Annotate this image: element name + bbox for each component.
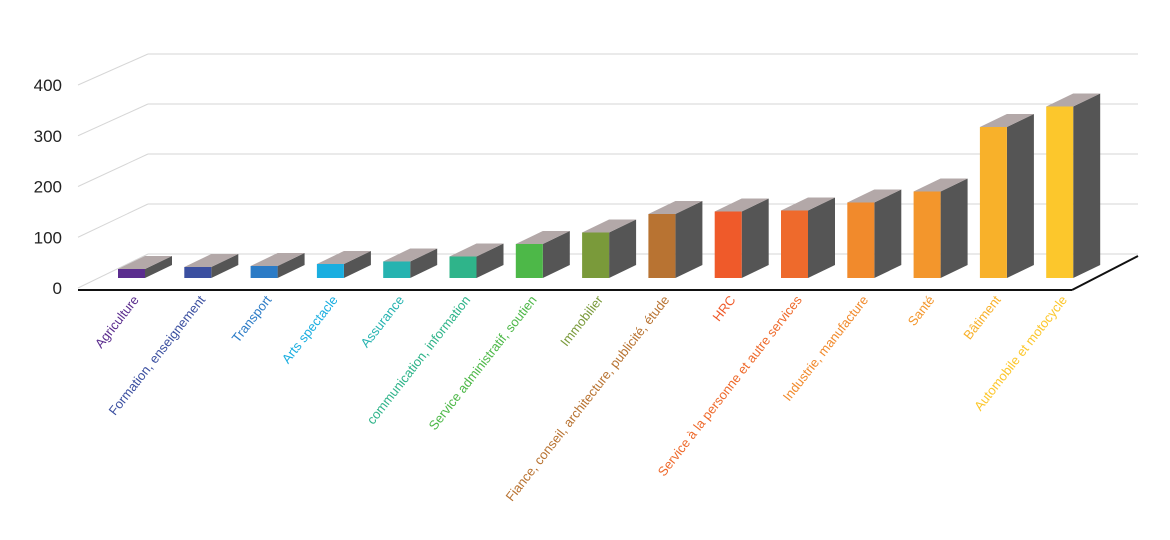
bar [383,248,438,278]
bar-side [277,253,305,278]
y-tick-label: 200 [34,178,62,197]
bar [913,178,968,278]
bar-top [449,243,504,257]
y-tick-label: 100 [34,228,62,247]
bar [515,231,570,278]
bar-side [145,256,172,278]
bar-front [316,264,344,278]
bar-top [184,254,239,267]
bar-front [582,232,610,278]
bar-top [913,178,968,192]
category-label: Arts spectacle [279,293,341,367]
bar-side [675,201,703,278]
bar-side [211,254,239,278]
gridline-diagonal [77,253,149,289]
bar-front [184,267,212,278]
bar-top [847,189,902,203]
category-label: Bâtiment [960,292,1004,342]
bar-top [714,198,769,212]
bar-front [648,214,676,278]
bar-side [1073,93,1101,278]
bar [979,114,1034,278]
bar-front [383,261,411,278]
category-label: HRC [709,293,738,324]
bar-side [343,251,371,278]
bar-side [476,243,504,278]
bar [250,253,305,278]
bar-side [410,248,438,278]
bar-front [714,211,742,278]
bar-top [515,231,570,244]
bar-side [609,219,637,278]
category-label: Immobilier [557,292,606,349]
gridline-diagonal [77,103,149,137]
gridline-diagonal [77,203,149,238]
bar-side [874,189,902,278]
bars [118,93,1101,278]
bar [582,219,637,278]
bar [449,243,504,278]
bar-front [913,191,941,278]
category-label: Santé [905,293,938,329]
bar-front [250,266,278,278]
bar [1046,93,1101,278]
bar-front [118,269,145,278]
gridline-diagonal [77,53,149,86]
bar-top [316,251,371,264]
floor-right-edge [1071,255,1139,291]
bar [184,254,239,278]
y-axis: 0 100 200 300 400 [34,76,62,298]
category-label: Agriculture [92,293,142,351]
bar-side [940,178,968,278]
bar-front [979,127,1007,278]
bar-front [1046,106,1074,278]
bar-top [118,256,172,269]
category-label: Assurance [357,293,407,351]
bar [648,201,703,278]
bar-front [515,244,543,278]
bar-front [847,202,875,278]
bar-top [250,253,305,266]
bar-top [383,248,438,262]
bar-side [808,197,835,278]
bar [781,197,835,278]
y-tick-label: 0 [53,279,62,298]
bar-top [979,114,1034,127]
y-tick-label: 300 [34,127,62,146]
bar-top [781,197,835,211]
chart-grid [77,53,1139,291]
category-label: Service à la personne et autre services [655,292,805,479]
bar [714,198,769,278]
gridline-diagonal [77,153,149,187]
bar-side [741,198,769,278]
y-tick-label: 400 [34,76,62,95]
category-label: Transport [229,292,275,345]
bar-top [648,201,703,214]
bar [316,251,371,278]
bar-front [781,210,808,278]
category-label: Service administratif, soutien [426,293,540,433]
bar-top [582,219,637,233]
bar-front [449,256,477,278]
bar-side [542,231,570,278]
bar [118,256,172,278]
bar [847,189,902,278]
bar-side [1006,114,1034,278]
bar-top [1046,93,1101,107]
